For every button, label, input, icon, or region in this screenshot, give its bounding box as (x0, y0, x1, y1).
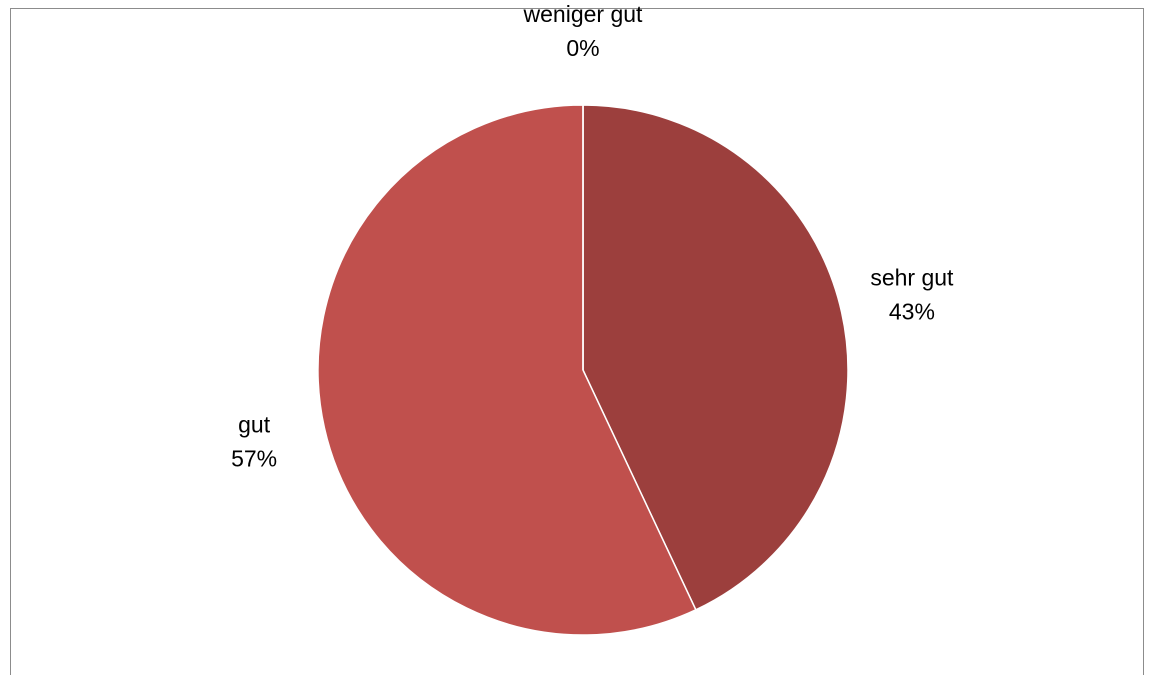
slice-label: gut (238, 412, 271, 438)
slice-label: weniger gut (523, 1, 644, 27)
chart-frame (10, 8, 1144, 675)
slice-value-label: 43% (889, 299, 935, 325)
slice-value-label: 0% (566, 35, 599, 61)
pie-slice (582, 104, 849, 611)
slice-value-label: 57% (231, 446, 277, 472)
slice-label: sehr gut (870, 265, 954, 291)
pie-slice (317, 104, 697, 636)
